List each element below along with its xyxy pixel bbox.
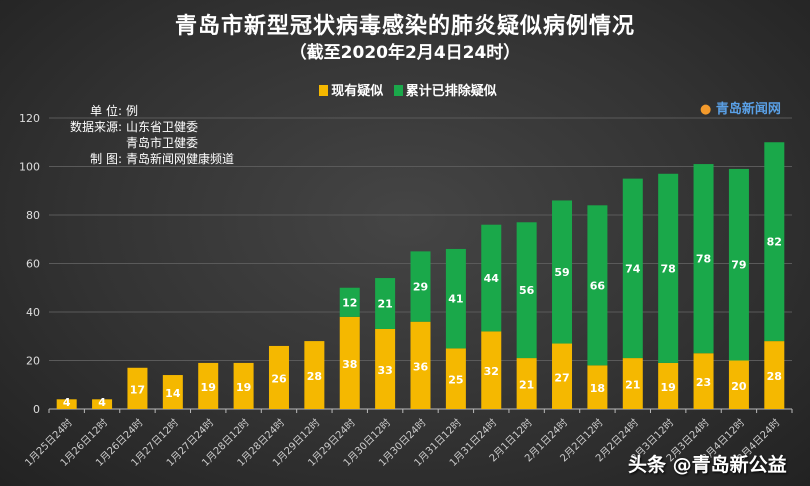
bar-current [162, 375, 183, 409]
bar-current [658, 362, 679, 409]
bar-current [127, 367, 148, 409]
bar-current [622, 358, 643, 409]
data-label: 19 [661, 381, 676, 394]
maker-value: 青岛新闻网健康频道 [126, 152, 235, 166]
bar-excluded [410, 251, 431, 322]
source-label: 数据来源: [69, 120, 122, 134]
data-label: 21 [625, 379, 640, 392]
legend-swatch-excluded [393, 85, 403, 96]
bar-current [587, 365, 608, 409]
y-tick-label: 60 [26, 258, 40, 271]
bar-excluded [552, 200, 573, 344]
y-tick-label: 0 [33, 403, 40, 416]
legend-label-current: 现有疑似 [331, 84, 384, 99]
data-label: 33 [377, 364, 392, 377]
bar-current [56, 399, 77, 409]
source-1: 山东省卫健委 [126, 120, 199, 134]
bar-excluded [658, 173, 679, 363]
data-label: 79 [731, 259, 746, 272]
bar-excluded [728, 168, 749, 361]
data-label: 66 [590, 279, 606, 292]
data-label: 14 [165, 387, 181, 400]
y-tick-label: 120 [19, 112, 40, 125]
info-block: 单 位: 例 数据来源: 山东省卫健委 青岛市卫健委 制 图: 青岛新闻网健康频道 [62, 103, 234, 167]
bar-current [693, 353, 714, 409]
bar-current [233, 362, 254, 409]
bar-current [92, 399, 113, 409]
bar-current [728, 360, 749, 409]
data-label: 28 [307, 370, 322, 383]
data-label: 21 [519, 379, 534, 392]
bar-current [516, 358, 537, 409]
data-label: 38 [342, 358, 357, 371]
bar-current [198, 362, 219, 409]
source-2: 青岛市卫健委 [126, 136, 199, 150]
bar-current [375, 328, 396, 409]
unit-label: 单 位: [90, 104, 122, 118]
data-label: 21 [377, 298, 392, 311]
data-label: 32 [484, 365, 499, 378]
bar-current [339, 316, 360, 409]
data-label: 25 [448, 374, 463, 387]
bar-current [445, 348, 466, 409]
pin-icon: ● [700, 102, 712, 117]
data-label: 26 [271, 372, 287, 385]
bar-current [410, 321, 431, 409]
legend-label-excluded: 累计已排除疑似 [405, 84, 497, 99]
data-label: 59 [554, 266, 569, 279]
data-label: 29 [413, 281, 428, 294]
y-tick-label: 40 [26, 306, 40, 319]
data-label: 36 [413, 360, 429, 373]
chart-subtitle: （截至2020年2月4日24时） [289, 43, 521, 63]
bar-current [552, 343, 573, 409]
bar-current [481, 331, 502, 409]
logo-text: 青岛新闻网 [715, 102, 781, 117]
data-label: 4 [98, 396, 106, 409]
data-label: 12 [342, 296, 357, 309]
y-tick-label: 100 [19, 161, 40, 174]
data-label: 41 [448, 293, 463, 306]
bar-current [304, 341, 325, 409]
legend-swatch-current [319, 85, 329, 96]
unit-value: 例 [126, 104, 139, 118]
data-label: 28 [767, 370, 782, 383]
bar-excluded [445, 248, 466, 349]
y-tick-label: 80 [26, 209, 40, 222]
bar-excluded [375, 278, 396, 329]
bar-excluded [587, 205, 608, 366]
data-label: 4 [63, 396, 71, 409]
data-label: 19 [201, 381, 216, 394]
data-label: 74 [625, 262, 641, 275]
data-label: 44 [484, 272, 500, 285]
bar-excluded [764, 142, 785, 342]
bar-current [764, 341, 785, 409]
data-label: 17 [130, 383, 145, 396]
legend: 现有疑似 累计已排除疑似 [0, 80, 810, 99]
data-label: 18 [590, 382, 605, 395]
data-label: 27 [554, 371, 569, 384]
bar-excluded [481, 224, 502, 332]
bar-excluded [693, 164, 714, 354]
data-label: 56 [519, 284, 535, 297]
data-label: 78 [696, 253, 711, 266]
y-tick-label: 20 [26, 355, 40, 368]
bar-excluded [516, 222, 537, 359]
bar-current [268, 345, 289, 409]
bar-excluded [622, 178, 643, 359]
logo: ● 青岛新闻网 [700, 98, 781, 117]
chart-title: 青岛市新型冠状病毒感染的肺炎疑似病例情况 [174, 14, 635, 39]
data-label: 19 [236, 381, 251, 394]
watermark: 头条 @青岛新公益 [628, 454, 787, 476]
maker-label: 制 图: [90, 152, 122, 166]
data-label: 23 [696, 376, 711, 389]
bar-excluded [339, 287, 360, 317]
data-label: 20 [731, 380, 747, 393]
data-label: 78 [661, 262, 676, 275]
data-label: 82 [767, 236, 782, 249]
